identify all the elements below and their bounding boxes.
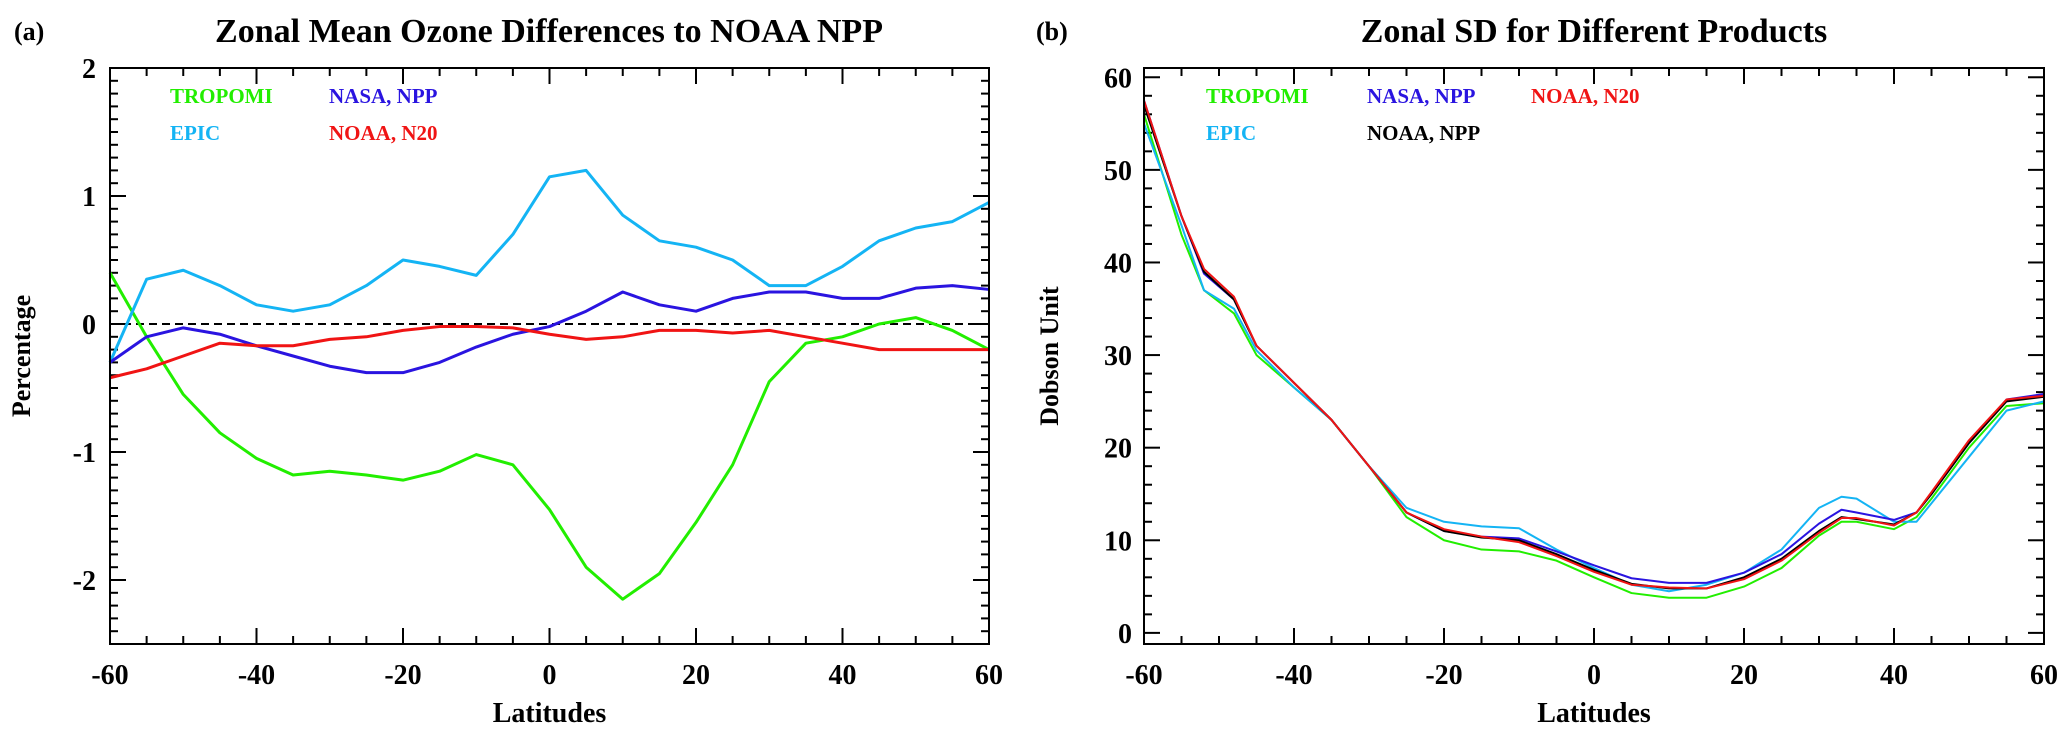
series-line-epic [1143,123,2045,593]
legend-entry: TROPOMI [170,84,273,108]
x-tick-label: 20 [1730,660,1758,691]
x-tick-label: -20 [1425,660,1462,691]
y-tick-label: 0 [82,310,96,341]
chart-panel-a: (a) Zonal Mean Ozone Differences to NOAA … [7,13,1003,729]
series-line-nasa-npp [1143,100,2045,584]
y-tick-label: 10 [1104,526,1132,557]
y-axis-label: Percentage [7,295,36,417]
y-tick-label: 0 [1118,619,1132,650]
legend-entry: NASA, NPP [329,84,438,108]
legend-entry: NOAA, NPP [1367,121,1480,145]
chart-panel-b: (b) Zonal SD for Different Products Latitu… [1035,13,2058,729]
series-line-epic [108,168,990,364]
y-tick-label: 2 [82,54,96,85]
x-tick-label: 60 [2030,660,2058,691]
plot-frame [109,67,990,645]
x-tick-label: 20 [682,660,710,691]
x-axis-label: Latitudes [1537,698,1651,729]
y-tick-label: 30 [1104,341,1132,372]
panel-label: (b) [1036,17,1068,46]
x-tick-label: 40 [829,660,857,691]
x-tick-label: -20 [384,660,421,691]
x-tick-label: -40 [1275,660,1312,691]
y-tick-label: 1 [82,182,96,213]
y-axis-label: Dobson Unit [1035,286,1064,426]
x-tick-label: -60 [91,660,128,691]
plot-frame [1143,67,2045,645]
legend-entry: EPIC [1206,121,1256,145]
x-tick-label: 40 [1880,660,1908,691]
series-line-noaa-n20 [1143,100,2045,590]
x-tick-label: 60 [975,660,1003,691]
legend-entry: EPIC [170,121,220,145]
x-tick-label: -40 [238,660,275,691]
chart-title: Zonal SD for Different Products [1361,13,1828,50]
legend-entry: NOAA, N20 [329,121,438,145]
y-tick-label: 40 [1104,248,1132,279]
x-tick-label: 0 [1587,660,1601,691]
legend-entry: TROPOMI [1206,84,1309,108]
panel-label: (a) [14,17,44,46]
x-tick-label: -60 [1125,660,1162,691]
legend-entry: NOAA, N20 [1531,84,1640,108]
y-tick-label: 20 [1104,434,1132,465]
y-tick-label: 50 [1104,156,1132,187]
y-tick-label: 60 [1104,63,1132,94]
series-line-tropomi [1143,114,2045,599]
y-tick-label: -2 [73,566,96,597]
legend-entry: NASA, NPP [1367,84,1476,108]
series-line-noaa-n20 [109,325,989,380]
chart-title: Zonal Mean Ozone Differences to NOAA NPP [215,13,883,50]
series-line-tropomi [108,272,990,601]
x-tick-label: 0 [543,660,557,691]
x-axis-label: Latitudes [493,698,607,729]
y-tick-label: -1 [73,438,96,469]
